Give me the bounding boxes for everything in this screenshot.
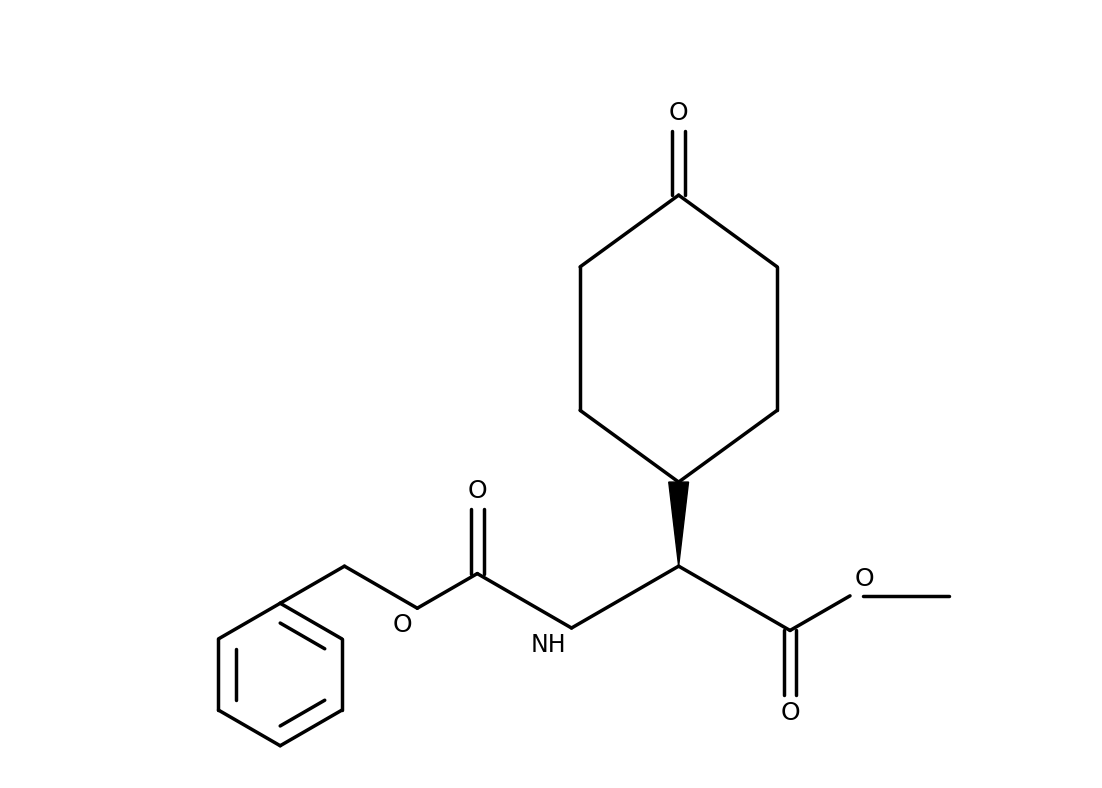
Polygon shape: [669, 482, 689, 566]
Text: O: O: [855, 567, 875, 591]
Text: NH: NH: [531, 633, 566, 657]
Text: O: O: [780, 701, 800, 725]
Text: O: O: [467, 479, 487, 504]
Text: O: O: [669, 101, 689, 125]
Text: O: O: [392, 613, 412, 637]
